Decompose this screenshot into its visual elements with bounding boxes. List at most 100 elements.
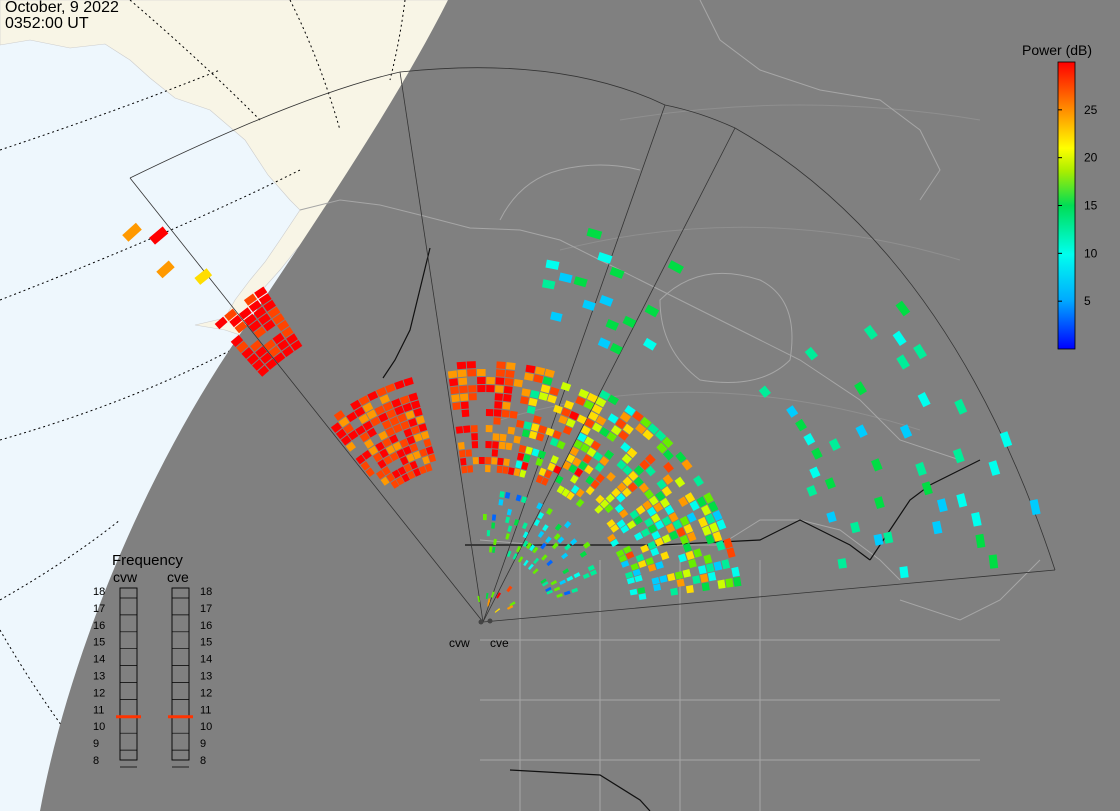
scatter-cell	[263, 319, 276, 332]
scatter-cell	[650, 547, 660, 557]
scatter-cell	[566, 491, 575, 501]
scatter-cell	[506, 585, 513, 593]
scatter-cell	[465, 449, 472, 457]
scatter-cell	[263, 339, 276, 351]
scatter-cell	[678, 553, 687, 563]
scatter-cell	[252, 359, 264, 371]
scatter-cell	[359, 432, 370, 443]
scatter-cell	[597, 337, 611, 349]
scatter-cell	[716, 519, 727, 531]
scatter-cell	[498, 499, 504, 506]
scatter-cell	[492, 441, 499, 449]
scatter-cell	[402, 402, 413, 412]
scatter-cell	[546, 589, 553, 595]
scatter-cell	[561, 552, 569, 560]
scatter-cell	[562, 425, 573, 435]
scatter-cell	[253, 326, 267, 339]
scatter-cell	[362, 402, 374, 413]
scatter-cell	[503, 386, 513, 394]
scatter-cell	[471, 433, 478, 441]
scatter-cell	[494, 393, 503, 401]
scatter-cell	[594, 462, 605, 473]
scatter-cell	[399, 395, 410, 405]
frequency-scale-label-right: 8	[200, 755, 206, 767]
scatter-cell	[803, 433, 816, 446]
scatter-cell	[498, 441, 506, 450]
scatter-cell	[495, 385, 504, 393]
scatter-cell	[566, 453, 576, 464]
scatter-cell	[260, 352, 273, 364]
scatter-cell	[540, 384, 551, 394]
frequency-scale-label-left: 13	[93, 671, 105, 683]
scatter-cell	[607, 394, 619, 406]
scatter-cell	[376, 469, 386, 480]
scatter-cell	[626, 520, 637, 530]
scatter-cell	[590, 440, 601, 451]
scatter-cell	[731, 566, 740, 577]
scatter-cell	[456, 361, 467, 370]
scatter-cell	[499, 433, 507, 442]
scatter-cell	[485, 425, 493, 433]
scatter-cell	[413, 433, 423, 442]
scatter-cell	[502, 466, 509, 474]
scatter-cell	[460, 401, 469, 410]
scatter-cell	[599, 389, 611, 401]
scatter-cell	[541, 554, 548, 561]
nightside	[40, 0, 1120, 811]
scatter-cell	[640, 544, 650, 553]
scatter-cell	[633, 465, 645, 476]
night-graticule	[499, 104, 981, 431]
scatter-cell	[634, 574, 643, 583]
scatter-cell	[258, 313, 271, 325]
scatter-cell	[246, 353, 259, 365]
scatter-cell	[638, 482, 649, 493]
scatter-cell	[413, 468, 421, 477]
scatter-cell	[705, 513, 716, 525]
frequency-scale-label-left: 15	[93, 637, 105, 649]
scatter-cell	[665, 523, 676, 533]
scatter-cell	[584, 464, 594, 475]
frequency-scale-label-left: 9	[93, 738, 99, 750]
scatter-cell	[696, 496, 707, 508]
scatter-cell	[367, 390, 379, 401]
scatter-cell	[988, 460, 1001, 476]
scatter-cell	[347, 430, 359, 441]
scatter-cell	[518, 444, 527, 453]
scatter-cell	[693, 475, 704, 487]
scatter-cell	[555, 475, 564, 485]
land-outlines	[299, 0, 1041, 811]
scatter-cell	[546, 507, 553, 516]
scatter-cell	[786, 405, 799, 418]
frequency-scale-label-right: 12	[200, 687, 212, 699]
scatter-cell	[952, 448, 965, 464]
scatter-cell	[491, 522, 496, 529]
scatter-cell	[999, 431, 1013, 448]
scatter-cell	[609, 266, 625, 279]
scatter-cell	[640, 528, 651, 538]
scatter-cell	[577, 432, 587, 443]
scatter-cell	[701, 582, 710, 592]
scatter-cell	[253, 306, 267, 319]
scatter-cell	[629, 509, 639, 520]
date-label: October, 9 2022	[5, 0, 119, 16]
scatter-cell	[495, 377, 505, 385]
scatter-cell	[850, 521, 861, 534]
scatter-cell	[257, 365, 270, 377]
scatter-cell	[408, 392, 419, 402]
scatter-cell	[399, 438, 409, 448]
scatter-cell	[389, 452, 399, 462]
scatter-cell	[632, 410, 644, 422]
frequency-scale-label-right: 11	[200, 704, 211, 716]
scatter-cell	[477, 385, 486, 393]
scatter-cell	[241, 347, 254, 359]
scatter-cell	[616, 482, 627, 492]
scatter-cell	[645, 557, 655, 566]
scatter-cell	[639, 459, 650, 470]
scatter-cell	[583, 541, 591, 549]
scatter-cell	[466, 361, 476, 369]
scatter-cell	[406, 453, 415, 463]
scatter-cell	[458, 377, 468, 386]
scatter-cell	[594, 504, 604, 514]
scatter-cell	[614, 503, 625, 513]
